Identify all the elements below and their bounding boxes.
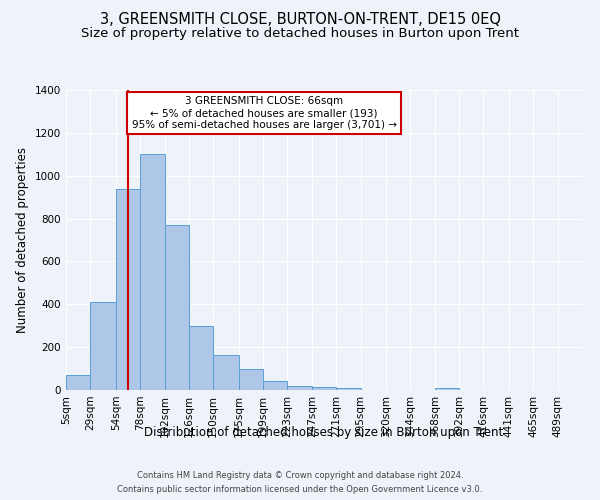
Text: Contains HM Land Registry data © Crown copyright and database right 2024.: Contains HM Land Registry data © Crown c…	[137, 472, 463, 480]
Text: Size of property relative to detached houses in Burton upon Trent: Size of property relative to detached ho…	[81, 28, 519, 40]
Text: Distribution of detached houses by size in Burton upon Trent: Distribution of detached houses by size …	[145, 426, 503, 439]
Text: 3 GREENSMITH CLOSE: 66sqm
← 5% of detached houses are smaller (193)
95% of semi-: 3 GREENSMITH CLOSE: 66sqm ← 5% of detach…	[131, 96, 397, 130]
Bar	[189, 326, 213, 390]
Bar	[435, 388, 459, 390]
Bar	[312, 387, 336, 390]
Bar	[287, 386, 312, 390]
Bar	[213, 354, 239, 390]
Bar	[164, 225, 189, 390]
Bar	[263, 382, 287, 390]
Y-axis label: Number of detached properties: Number of detached properties	[16, 147, 29, 333]
Bar	[140, 154, 164, 390]
Text: Contains public sector information licensed under the Open Government Licence v3: Contains public sector information licen…	[118, 484, 482, 494]
Text: 3, GREENSMITH CLOSE, BURTON-ON-TRENT, DE15 0EQ: 3, GREENSMITH CLOSE, BURTON-ON-TRENT, DE…	[100, 12, 500, 28]
Bar	[336, 388, 361, 390]
Bar	[116, 188, 140, 390]
Bar	[91, 302, 116, 390]
Bar	[239, 368, 263, 390]
Bar	[66, 375, 91, 390]
